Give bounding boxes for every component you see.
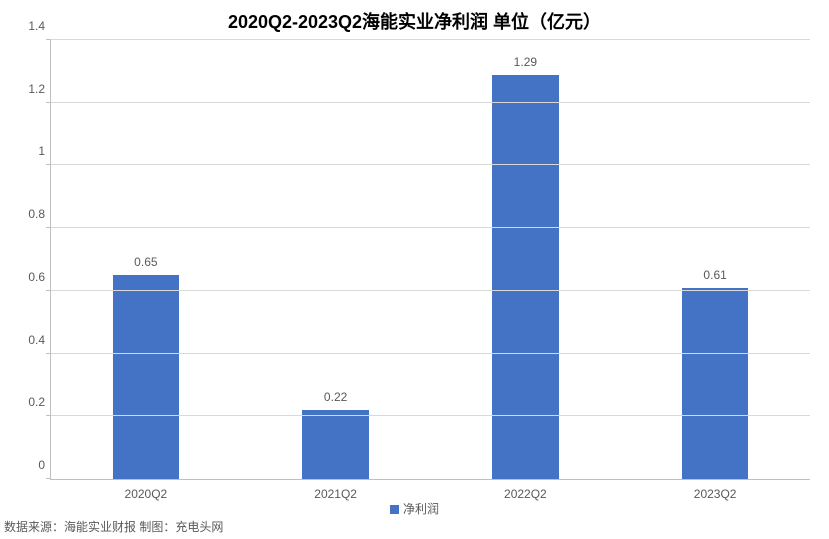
bar-value-label: 0.61 (703, 268, 726, 282)
plot-area: 0.650.221.290.61 00.20.40.60.811.21.4202… (50, 40, 810, 480)
xtick-label: 2021Q2 (314, 487, 357, 501)
bar-value-label: 0.22 (324, 390, 347, 404)
legend-label: 净利润 (403, 502, 439, 516)
ytick-mark (46, 415, 51, 416)
ytick-mark (46, 353, 51, 354)
xtick-label: 2022Q2 (504, 487, 547, 501)
ytick-mark (46, 227, 51, 228)
ytick-label: 0.6 (28, 270, 45, 284)
ytick-label: 0.4 (28, 333, 45, 347)
gridline (51, 415, 810, 416)
bar: 0.61 (682, 288, 748, 479)
gridline (51, 102, 810, 103)
ytick-mark (46, 290, 51, 291)
ytick-mark (46, 39, 51, 40)
legend-swatch (390, 505, 399, 514)
bar: 1.29 (492, 75, 558, 480)
source-note: 数据来源：海能实业财报 制图：充电头网 (4, 518, 223, 535)
chart-container: 2020Q2-2023Q2海能实业净利润 单位（亿元） 0.65 0.22 1.29… (0, 0, 829, 539)
bar: 0.22 (302, 410, 368, 479)
xtick-label: 2023Q2 (694, 487, 737, 501)
gridline (51, 353, 810, 354)
chart-title: 2020Q2-2023Q2海能实业净利润 单位（亿元） (0, 8, 829, 34)
gridline (51, 39, 810, 40)
bar-value-label: 0.65 (134, 255, 157, 269)
ytick-label: 1.2 (28, 82, 45, 96)
gridline (51, 227, 810, 228)
ytick-mark (46, 102, 51, 103)
ytick-label: 0.2 (28, 395, 45, 409)
gridline (51, 290, 810, 291)
bars-layer: 0.65 0.22 1.29 0.61 (51, 40, 810, 479)
bar-value-label: 1.29 (514, 55, 537, 69)
ytick-label: 0.8 (28, 207, 45, 221)
gridline (51, 164, 810, 165)
ytick-label: 0 (38, 458, 45, 472)
bar: 0.65 (113, 275, 179, 479)
legend: 净利润 (0, 500, 829, 517)
ytick-label: 1.4 (28, 19, 45, 33)
ytick-mark (46, 164, 51, 165)
xtick-label: 2020Q2 (125, 487, 168, 501)
ytick-mark (46, 478, 51, 479)
ytick-label: 1 (38, 144, 45, 158)
